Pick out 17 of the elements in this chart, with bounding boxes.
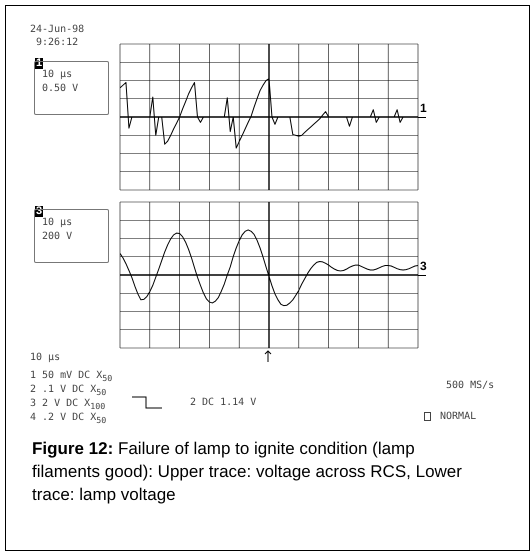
text: 1 50 mV DC X$_{50}$ xyxy=(30,370,112,384)
text: 500 MS/s xyxy=(446,380,494,392)
text: 3 2 V DC X$_{100}$ xyxy=(30,398,106,412)
text: 24-Jun-98 xyxy=(30,24,84,36)
text: 0.50 V xyxy=(42,83,78,95)
text: NORMAL xyxy=(440,411,476,423)
text: 2 DC 1.14 V xyxy=(190,397,256,409)
text: 10 µs xyxy=(30,352,60,364)
series-label: 1 xyxy=(420,101,427,115)
text: 10 µs xyxy=(42,217,72,229)
text: 200 V xyxy=(42,231,72,243)
text: 9:26:12 xyxy=(36,37,78,49)
text: 2 .1 V DC X$_{50}$ xyxy=(30,384,106,398)
text: 4 .2 V DC X$_{50}$ xyxy=(30,412,106,426)
text: 10 µs xyxy=(42,69,72,81)
series-label: 3 xyxy=(420,259,427,273)
caption: Figure 12: Failure of lamp to ignite condition (lamp filaments good): Upper trace: voltage across RCS, Lower trace: lamp voltage xyxy=(32,438,463,506)
